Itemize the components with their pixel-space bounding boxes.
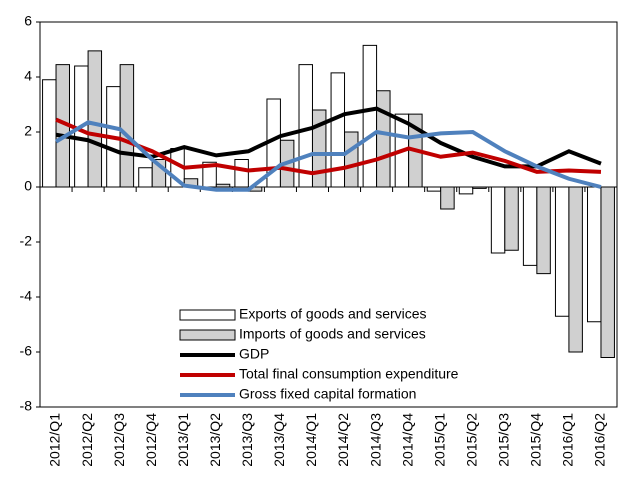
bar — [311, 109, 327, 188]
y-tick-label: 0 — [24, 178, 32, 194]
bar — [600, 186, 615, 358]
y-tick-label: -8 — [20, 398, 33, 414]
x-tick-label: 2014/Q2 — [335, 413, 351, 467]
bar — [119, 64, 135, 188]
bar — [554, 186, 570, 317]
y-tick-label: 6 — [24, 13, 32, 29]
bar — [234, 159, 249, 188]
y-tick-label: -2 — [20, 233, 33, 249]
bar — [458, 186, 474, 195]
x-tick-label: 2012/Q1 — [47, 413, 63, 467]
bar — [344, 131, 359, 188]
plot-area — [39, 21, 618, 408]
bar — [376, 90, 391, 188]
y-tick-label: 2 — [24, 123, 32, 139]
x-tick-label: 2015/Q1 — [431, 413, 447, 467]
bar — [215, 183, 231, 188]
legend-label: Total final consumption expenditure — [239, 366, 459, 382]
bar — [42, 79, 57, 188]
x-tick-label: 2013/Q4 — [271, 413, 287, 467]
x-tick-label: 2014/Q3 — [367, 413, 383, 467]
bar — [587, 186, 602, 323]
y-tick-label: -6 — [20, 343, 33, 359]
x-tick-label: 2013/Q2 — [207, 413, 223, 467]
bar — [490, 186, 506, 254]
legend-label: Imports of goods and services — [239, 326, 426, 342]
bar — [440, 186, 455, 210]
x-tick-label: 2016/Q1 — [560, 413, 576, 467]
line — [54, 120, 602, 192]
y-tick-label: -4 — [20, 288, 33, 304]
x-tick-label: 2013/Q1 — [175, 413, 191, 467]
x-tick-label: 2014/Q4 — [399, 413, 415, 467]
bar — [504, 186, 519, 251]
x-tick-label: 2014/Q1 — [303, 413, 319, 467]
legend-swatch — [179, 309, 236, 321]
bar — [426, 186, 442, 192]
legend: Exports of goods and services Imports of … — [179, 306, 459, 402]
bar — [536, 186, 551, 275]
x-tick-label: 2015/Q2 — [463, 413, 479, 467]
bar — [330, 72, 346, 188]
bar — [87, 50, 103, 188]
legend-swatch — [179, 329, 236, 341]
bar — [568, 186, 583, 353]
bar — [138, 167, 153, 188]
line — [55, 117, 602, 176]
legend-label: Gross fixed capital formation — [239, 386, 416, 402]
bar — [522, 186, 538, 266]
bar — [298, 64, 313, 188]
x-tick-label: 2013/Q3 — [239, 413, 255, 467]
legend-label: GDP — [239, 346, 269, 362]
x-tick-label: 2012/Q4 — [143, 413, 159, 467]
x-tick-label: 2016/Q2 — [592, 413, 608, 467]
bar — [472, 186, 487, 189]
legend-label: Exports of goods and services — [239, 306, 427, 322]
x-tick-label: 2012/Q2 — [79, 413, 95, 467]
x-tick-label: 2012/Q3 — [111, 413, 127, 467]
bar — [362, 44, 378, 188]
x-tick-label: 2015/Q4 — [528, 413, 544, 467]
y-tick-label: 4 — [24, 68, 32, 84]
x-tick-label: 2015/Q3 — [496, 413, 512, 467]
